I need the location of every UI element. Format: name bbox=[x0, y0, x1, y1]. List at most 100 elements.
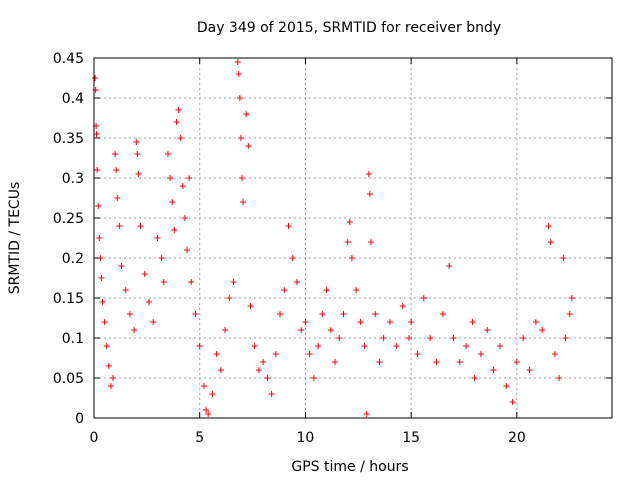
data-point bbox=[222, 327, 229, 333]
data-point bbox=[95, 203, 102, 209]
data-point bbox=[496, 343, 503, 349]
data-point bbox=[92, 75, 99, 81]
data-point bbox=[568, 295, 575, 301]
data-point bbox=[289, 255, 296, 261]
data-point bbox=[122, 287, 129, 293]
data-point bbox=[177, 135, 184, 141]
data-point bbox=[302, 319, 309, 325]
data-point bbox=[471, 375, 478, 381]
data-point bbox=[560, 255, 567, 261]
data-point bbox=[105, 363, 112, 369]
data-point bbox=[114, 195, 121, 201]
data-point bbox=[181, 215, 188, 221]
data-point bbox=[131, 327, 138, 333]
data-point bbox=[175, 107, 182, 113]
data-point bbox=[532, 319, 539, 325]
data-point bbox=[545, 223, 552, 229]
data-point bbox=[469, 319, 476, 325]
x-tick-label: 0 bbox=[90, 430, 99, 446]
data-point bbox=[490, 367, 497, 373]
data-point bbox=[344, 239, 351, 245]
data-point bbox=[420, 295, 427, 301]
data-point bbox=[281, 287, 288, 293]
data-point bbox=[118, 263, 125, 269]
data-point bbox=[323, 287, 330, 293]
y-tick-label: 0.3 bbox=[62, 171, 84, 187]
data-point bbox=[235, 71, 242, 77]
data-point bbox=[463, 343, 470, 349]
data-point bbox=[367, 239, 374, 245]
chart-title: Day 349 of 2015, SRMTID for receiver bnd… bbox=[197, 20, 501, 36]
axis-ticks bbox=[93, 57, 612, 419]
data-point bbox=[184, 247, 191, 253]
data-point bbox=[150, 319, 157, 325]
data-point bbox=[346, 219, 353, 225]
grid-lines bbox=[94, 58, 612, 418]
y-tick-label: 0.4 bbox=[62, 91, 84, 107]
data-point bbox=[298, 327, 305, 333]
data-point bbox=[380, 335, 387, 341]
data-point bbox=[243, 111, 250, 117]
data-point bbox=[372, 311, 379, 317]
data-point bbox=[141, 271, 148, 277]
x-tick-label: 10 bbox=[297, 430, 315, 446]
data-point bbox=[306, 351, 313, 357]
data-point bbox=[484, 327, 491, 333]
plot-frame bbox=[93, 57, 613, 419]
data-point bbox=[158, 255, 165, 261]
x-axis-title: GPS time / hours bbox=[291, 459, 408, 475]
y-tick-label: 0.35 bbox=[53, 131, 84, 147]
data-point bbox=[165, 151, 171, 157]
data-point bbox=[179, 183, 186, 189]
data-point bbox=[239, 175, 245, 181]
data-point bbox=[539, 327, 546, 333]
data-point bbox=[192, 311, 199, 317]
data-point bbox=[340, 311, 347, 317]
y-tick-label: 0 bbox=[75, 411, 84, 427]
data-point bbox=[406, 335, 413, 341]
x-axis-tick-labels: 0 5 10 15 20 bbox=[90, 430, 526, 446]
data-point bbox=[171, 227, 178, 233]
data-point bbox=[237, 135, 244, 141]
data-point bbox=[251, 343, 258, 349]
data-point bbox=[205, 411, 212, 417]
data-point bbox=[209, 391, 216, 397]
data-point bbox=[96, 235, 103, 241]
data-point bbox=[427, 335, 434, 341]
data-point bbox=[107, 383, 114, 389]
data-point bbox=[310, 375, 317, 381]
data-point bbox=[230, 279, 237, 285]
y-axis-title: SRMTID / TECUs bbox=[7, 182, 23, 295]
data-point bbox=[503, 383, 510, 389]
data-point bbox=[387, 319, 393, 325]
data-point bbox=[556, 375, 563, 381]
data-point bbox=[264, 375, 271, 381]
data-point bbox=[477, 351, 484, 357]
x-tick-label: 5 bbox=[195, 430, 204, 446]
data-point bbox=[200, 383, 207, 389]
data-point bbox=[393, 343, 400, 349]
data-point bbox=[526, 367, 533, 373]
data-point bbox=[285, 223, 292, 229]
y-tick-label: 0.15 bbox=[53, 291, 84, 307]
data-point bbox=[167, 175, 174, 181]
data-point bbox=[361, 343, 368, 349]
data-point bbox=[245, 143, 252, 149]
data-point bbox=[433, 359, 440, 365]
data-point bbox=[399, 303, 406, 309]
x-tick-label: 15 bbox=[402, 430, 420, 446]
data-point bbox=[137, 223, 144, 229]
data-point bbox=[272, 351, 279, 357]
y-tick-label: 0.2 bbox=[62, 251, 84, 267]
data-point bbox=[112, 151, 119, 157]
data-point bbox=[240, 199, 247, 205]
data-point bbox=[315, 343, 322, 349]
data-point bbox=[145, 299, 152, 305]
data-point bbox=[566, 311, 573, 317]
data-point bbox=[332, 359, 339, 365]
x-tick-label: 20 bbox=[508, 430, 526, 446]
data-point bbox=[186, 175, 193, 181]
data-point bbox=[562, 335, 569, 341]
data-point bbox=[336, 335, 343, 341]
